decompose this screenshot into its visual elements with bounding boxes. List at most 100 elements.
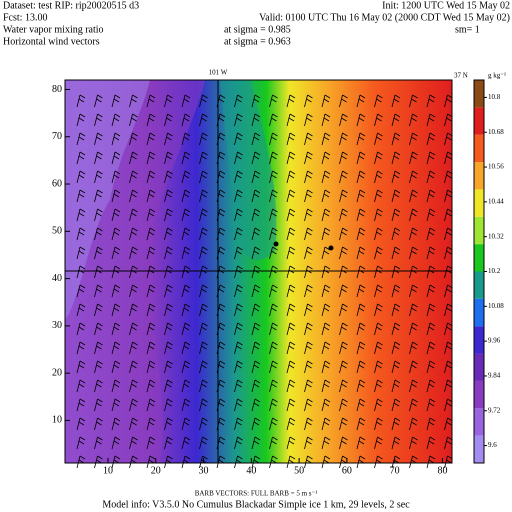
colorbar-label: 9.72 — [488, 406, 501, 414]
wind-barb — [409, 227, 418, 241]
wind-barb — [304, 151, 313, 165]
wind-barb — [321, 113, 331, 127]
wind-barb — [304, 436, 313, 450]
wind-barb — [374, 246, 383, 260]
dataset: Dataset: test RIP: rip20020515 d3 — [3, 0, 139, 11]
wind-barb — [251, 398, 261, 412]
wind-barb — [146, 208, 156, 222]
wind-barbs — [76, 94, 453, 469]
wind-barb — [391, 151, 401, 165]
wind-barb — [251, 360, 261, 374]
wind-barb — [374, 360, 383, 374]
wind-barb — [356, 379, 366, 393]
wind-barb — [426, 436, 436, 450]
wind-barb — [269, 170, 278, 184]
wind-barb — [391, 113, 401, 127]
wind-barb — [339, 398, 348, 412]
wind-barb — [111, 113, 121, 127]
colorbar-band — [474, 107, 484, 135]
field-name: Water vapor mixing ratio — [3, 24, 104, 35]
wind-barb — [111, 398, 121, 412]
wind-barb — [164, 170, 173, 184]
wind-barb — [129, 398, 138, 412]
wind-barb — [146, 398, 156, 412]
wind-barb — [181, 170, 191, 184]
wind-barb — [146, 94, 156, 108]
wind-barb — [269, 208, 278, 222]
colorbar-label: 10.68 — [488, 128, 504, 136]
wind-barb — [234, 208, 243, 222]
level: at sigma = 0.985 — [224, 24, 291, 35]
wind-barb — [339, 208, 348, 222]
wind-barb — [181, 246, 191, 260]
wind-barb — [426, 322, 436, 336]
wind-barb — [129, 227, 138, 241]
wind-barb — [111, 94, 121, 108]
wind-barb — [356, 398, 366, 412]
wind-barb — [94, 436, 103, 450]
wind-barb — [374, 379, 383, 393]
wind-barb — [321, 303, 331, 317]
wind-barb — [356, 303, 366, 317]
wind-barb — [409, 189, 418, 203]
wind-barb — [269, 132, 278, 146]
wind-barb — [94, 189, 103, 203]
wind-barb — [234, 246, 243, 260]
wind-barb — [234, 94, 243, 108]
wind-barb — [304, 417, 313, 431]
wind-barb — [129, 170, 138, 184]
wind-barb — [391, 170, 401, 184]
wind-barb — [286, 341, 296, 355]
y-tick-label: 60 — [52, 178, 62, 189]
wind-barb — [391, 322, 401, 336]
wind-barb — [286, 417, 296, 431]
wind-barb — [234, 303, 243, 317]
wind-barb — [304, 170, 313, 184]
wind-barb — [251, 379, 261, 393]
wind-barb — [409, 322, 418, 336]
wind-barb — [321, 398, 331, 412]
wind-barb — [129, 436, 138, 450]
colorbar-band — [474, 244, 484, 272]
wind-barb — [251, 113, 261, 127]
wind-barb — [234, 170, 243, 184]
wind-barb — [129, 303, 138, 317]
y-tick-label: 50 — [52, 226, 62, 237]
wind-barb — [391, 417, 401, 431]
wind-barb — [164, 113, 173, 127]
y-tick-label: 70 — [52, 131, 62, 142]
wind-barb — [409, 341, 418, 355]
wind-barb — [269, 227, 278, 241]
wind-barb — [199, 227, 208, 241]
x-tick-label: 40 — [246, 465, 256, 476]
wind-barb — [146, 436, 156, 450]
colorbar-label: 10.8 — [488, 93, 501, 101]
wind-barb — [111, 303, 121, 317]
wind-barb — [94, 246, 103, 260]
wind-barb — [339, 417, 348, 431]
colorbar-label: 10.32 — [488, 232, 504, 240]
wind-barb — [94, 227, 103, 241]
x-tick-label: 30 — [199, 465, 209, 476]
wind-barb — [164, 417, 173, 431]
wind-barb — [146, 360, 156, 374]
wind-barb — [391, 398, 401, 412]
wind-barb — [269, 398, 278, 412]
y-tick-label: 30 — [52, 320, 62, 331]
wind-barb — [286, 227, 296, 241]
wind-barb — [181, 436, 191, 450]
wind-barb — [76, 113, 86, 127]
wind-barb — [321, 417, 331, 431]
colorbar-band — [474, 298, 484, 327]
wind-barb — [76, 303, 86, 317]
wind-barb — [199, 246, 208, 260]
wind-barb — [374, 227, 383, 241]
colorbar-band — [474, 353, 484, 381]
x-tick-label: 80 — [437, 465, 447, 476]
wind-barb — [304, 379, 313, 393]
wind-barb — [111, 151, 121, 165]
wind-barb — [129, 246, 138, 260]
wind-barb — [234, 151, 243, 165]
colorbar-band — [474, 134, 484, 163]
